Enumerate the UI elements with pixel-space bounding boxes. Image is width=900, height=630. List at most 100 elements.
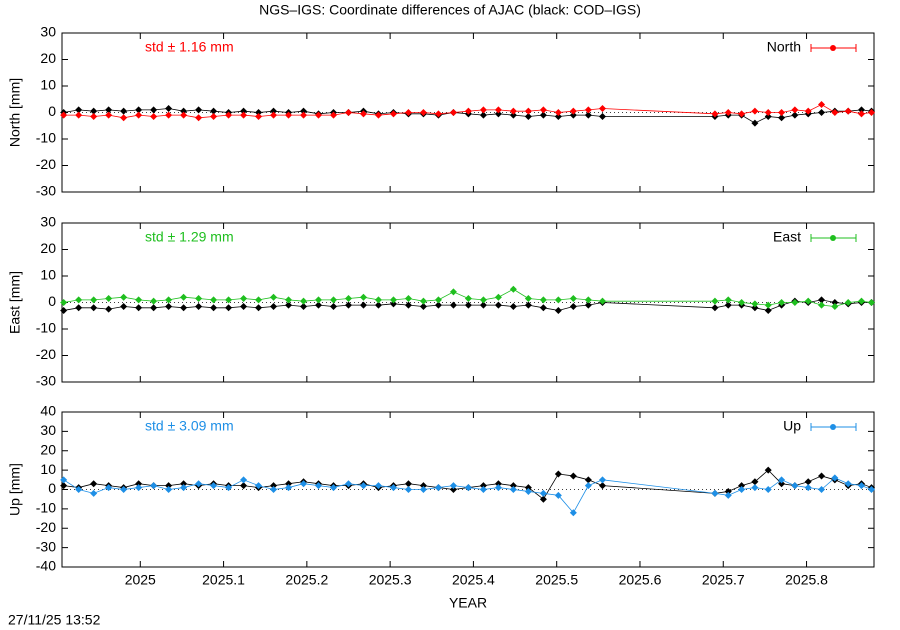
data-point [240,482,248,490]
data-point [315,296,323,304]
y-tick-label: 10 [40,77,56,93]
data-point [329,296,337,304]
data-point [165,105,173,113]
data-point [751,300,759,308]
data-point [449,482,457,490]
data-point [150,482,158,490]
data-point [524,107,532,115]
data-point [724,296,732,304]
timestamp: 27/11/25 13:52 [8,612,101,628]
data-point [135,484,143,492]
data-point [434,296,442,304]
data-point [90,480,98,488]
data-point [569,509,577,517]
data-point [225,296,233,304]
chart-title: NGS–IGS: Coordinate differences of AJAC … [259,2,641,18]
data-point [374,482,382,490]
y-tick-label: -20 [36,156,56,172]
data-point [374,111,382,119]
data-point [844,299,852,306]
data-point [389,110,397,118]
data-point [738,486,746,493]
data-point [60,299,68,306]
x-tick-label: 2025.5 [535,572,578,588]
data-point [569,107,577,115]
legend-label: North [767,39,801,55]
data-point [165,111,173,119]
data-point [494,293,502,301]
data-point [120,107,128,115]
data-point [255,482,263,490]
data-point [75,106,83,114]
data-point [434,484,442,492]
data-point [584,482,592,490]
data-point [225,304,233,312]
x-tick-label: 2025 [125,572,156,588]
data-point [135,106,143,114]
data-point [404,480,412,488]
data-point [210,112,218,120]
x-tick-label: 2025.4 [452,572,495,588]
data-point [389,300,397,308]
data-point [285,111,293,119]
data-point [389,296,397,304]
data-point [240,295,248,303]
y-axis-label: Up [mm] [7,463,23,516]
data-point [804,297,812,305]
data-point [165,296,173,304]
data-point [868,486,876,493]
data-point [724,487,732,495]
data-point [210,107,218,115]
data-point [60,476,68,484]
std-annotation: std ± 1.29 mm [145,229,234,245]
data-point [195,295,203,303]
data-point [858,106,866,114]
data-point [751,478,759,486]
data-point [599,112,607,120]
data-point [180,304,188,312]
data-point [464,295,472,303]
data-point [75,296,83,304]
data-point [225,111,233,119]
data-point [479,482,487,490]
data-point [751,119,759,127]
data-point [270,486,278,493]
std-annotation: std ± 3.09 mm [145,418,234,434]
y-tick-label: 0 [48,480,56,496]
data-point [300,111,308,119]
data-point [818,486,826,493]
y-tick-label: -10 [36,130,56,146]
data-point [479,301,487,309]
data-point [724,491,732,499]
data-point [285,296,293,304]
data-point [90,304,98,312]
x-tick-label: 2025.7 [702,572,745,588]
data-point [90,112,98,120]
data-point [711,110,719,118]
y-tick-label: 20 [40,240,56,256]
data-point [90,296,98,304]
y-tick-label: 30 [40,214,56,230]
x-tick-label: 2025.2 [285,572,328,588]
data-point [479,106,487,114]
data-point [180,484,188,492]
data-point [584,296,592,304]
data-point [791,111,799,119]
data-point [255,109,263,116]
data-point [270,111,278,119]
data-point [464,301,472,309]
data-point [344,480,352,488]
data-point [569,302,577,310]
data-point [150,106,158,114]
data-point [300,297,308,305]
data-point [724,109,732,116]
data-point [494,106,502,114]
data-point [804,484,812,492]
data-point [75,486,83,493]
data-point [584,476,592,484]
data-point [764,109,772,116]
data-point [494,484,502,492]
data-point [738,299,746,306]
legend-marker [830,45,836,51]
legend-label: Up [783,418,801,434]
